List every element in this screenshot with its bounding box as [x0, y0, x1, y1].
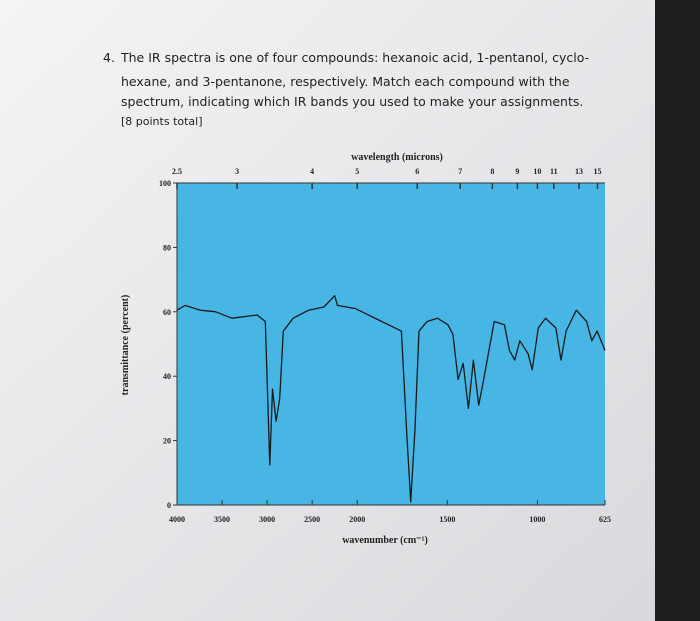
x-tick-label: 3500 [214, 515, 230, 524]
x2-tick-label: 5 [355, 167, 359, 176]
y-tick-label: 100 [159, 179, 171, 188]
x-tick-label: 625 [599, 515, 611, 524]
x-label: wavenumber (cm⁻¹) [342, 535, 428, 546]
y-tick-label: 40 [163, 372, 171, 381]
y-tick-label: 20 [163, 437, 171, 446]
x2-tick-label: 10 [533, 167, 541, 176]
question-line: spectrum, indicating which IR bands you … [121, 94, 583, 109]
question-number: 4. [103, 50, 115, 65]
x2-tick-label: 13 [575, 167, 583, 176]
y-tick-label: 80 [163, 243, 171, 252]
x-tick-label: 2000 [349, 515, 365, 524]
x-tick-label: 4000 [169, 515, 185, 524]
x2-tick-label: 7 [458, 167, 462, 176]
x2-tick-label: 15 [593, 167, 601, 176]
y-tick-label: 0 [167, 501, 171, 510]
x2-tick-label: 4 [310, 167, 314, 176]
x-tick-label: 1500 [439, 515, 455, 524]
x2-tick-label: 3 [235, 167, 239, 176]
y-label: transmittance (percent) [120, 295, 131, 396]
x2-label: wavelength (microns) [351, 152, 443, 163]
question-line: [8 points total] [121, 115, 203, 128]
spectrum-line [176, 295, 606, 503]
x-tick-label: 1000 [529, 515, 545, 524]
x2-tick-label: 6 [415, 167, 419, 176]
x2-tick-label: 11 [550, 167, 558, 176]
x2-tick-label: 8 [490, 167, 494, 176]
x2-tick-label: 2.5 [172, 167, 182, 176]
y-tick-label: 60 [163, 308, 171, 317]
question-line: hexane, and 3-pentanone, respectively. M… [121, 74, 570, 89]
background [655, 0, 700, 621]
question-line: The IR spectra is one of four compounds:… [120, 50, 589, 65]
x2-tick-label: 9 [515, 167, 519, 176]
x-tick-label: 3000 [259, 515, 275, 524]
x-tick-label: 2500 [304, 515, 320, 524]
plot-area [177, 183, 605, 505]
